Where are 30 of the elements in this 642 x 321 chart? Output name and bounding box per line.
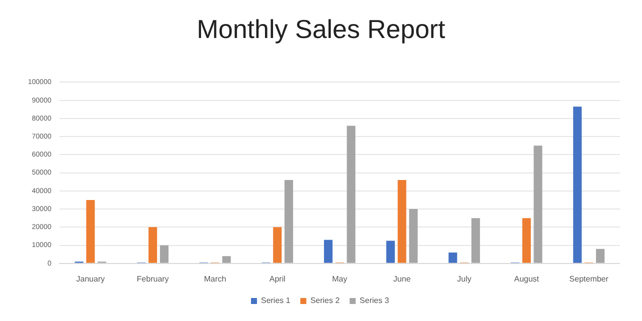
legend-label: Series 1 <box>260 296 291 306</box>
bar <box>596 248 605 263</box>
bar <box>324 240 333 263</box>
x-tick-label: February <box>136 274 169 284</box>
bar <box>222 256 231 263</box>
legend-label: Series 3 <box>360 296 390 306</box>
bar <box>398 180 406 263</box>
x-tick-label: May <box>332 274 348 284</box>
bar <box>284 180 294 263</box>
bar <box>346 126 356 263</box>
bar <box>522 218 531 263</box>
bar <box>573 106 582 263</box>
bar <box>148 227 158 263</box>
bar <box>86 200 95 263</box>
bar <box>273 227 282 263</box>
bar <box>386 240 395 263</box>
bar <box>448 252 458 263</box>
bar <box>409 209 418 263</box>
x-tick-label: September <box>569 274 609 284</box>
x-tick-label: January <box>76 274 105 284</box>
x-tick-label: March <box>204 274 226 284</box>
bar <box>160 245 168 263</box>
chart-title: Monthly Sales Report <box>196 14 446 45</box>
bar <box>534 146 542 263</box>
x-tick-label: June <box>393 274 412 284</box>
legend-label: Series 2 <box>310 296 340 306</box>
x-tick-label: August <box>514 274 540 284</box>
bar <box>471 218 480 263</box>
x-tick-label: July <box>457 274 472 284</box>
x-tick-label: April <box>269 274 286 284</box>
